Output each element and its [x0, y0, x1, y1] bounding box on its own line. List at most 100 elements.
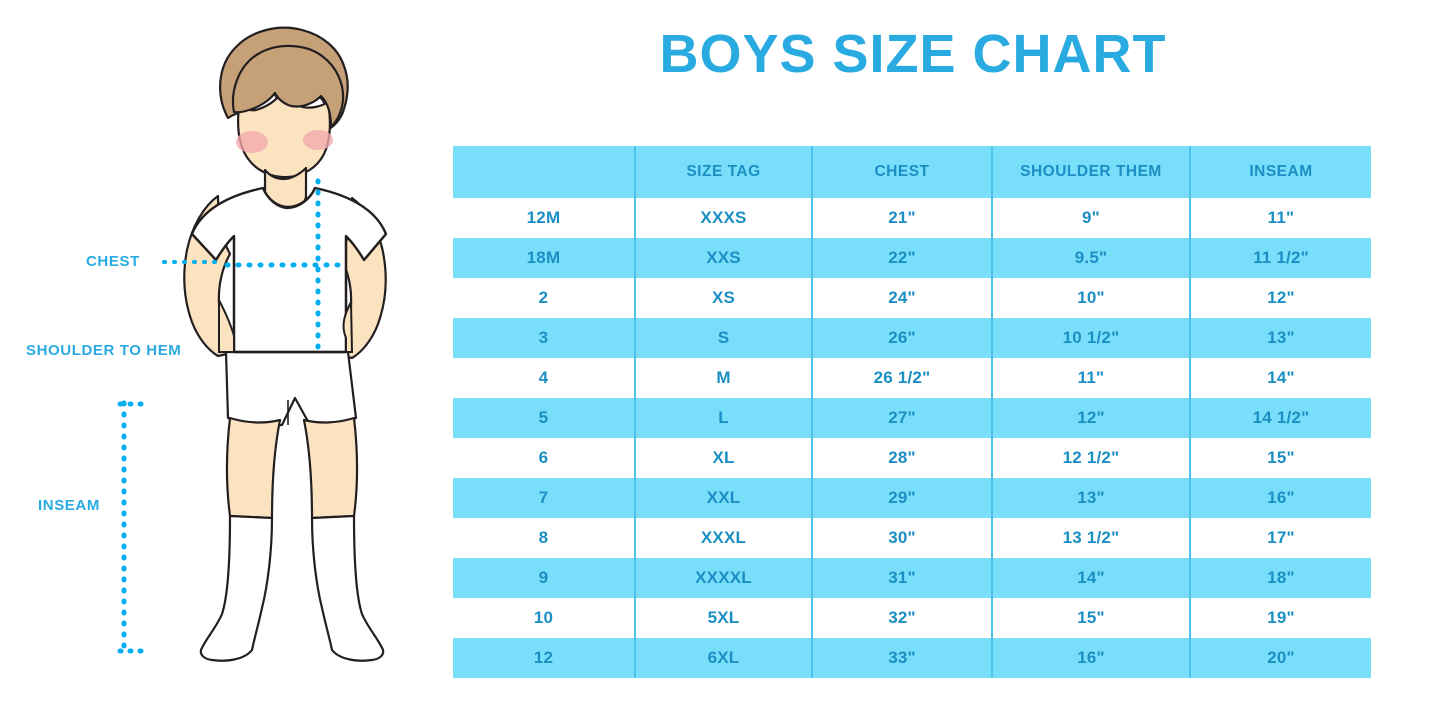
shoulder-to-hem-measure-label: SHOULDER TO HEM — [26, 342, 182, 359]
table-cell: 18M — [453, 238, 636, 278]
table-cell: 13" — [1190, 318, 1371, 358]
table-row: 7 XXL 29" 13" 16" — [453, 478, 1371, 518]
column-header-shoulder-them: SHOULDER THEM — [992, 146, 1191, 198]
table-cell: 27" — [812, 398, 993, 438]
table-cell: 17" — [1190, 518, 1371, 558]
table-row: 12M XXXS 21" 9" 11" — [453, 198, 1371, 238]
column-header-chest: CHEST — [812, 146, 993, 198]
table-cell: 26" — [812, 318, 993, 358]
table-cell: 12M — [453, 198, 636, 238]
table-cell: 33" — [812, 638, 993, 678]
table-cell: 13" — [992, 478, 1191, 518]
table-cell: 16" — [1190, 478, 1371, 518]
table-cell: 30" — [812, 518, 993, 558]
table-cell: 12" — [992, 398, 1191, 438]
table-cell: S — [635, 318, 813, 358]
blush-left-icon — [236, 131, 268, 153]
table-cell: 11" — [1190, 198, 1371, 238]
column-header-size-tag: SIZE TAG — [635, 146, 813, 198]
table-cell: XXXXL — [635, 558, 813, 598]
size-chart-table: SIZE TAG CHEST SHOULDER THEM INSEAM 12M XXXS… — [453, 146, 1371, 678]
chest-measure-label: CHEST — [86, 253, 140, 270]
boy-figure-illustration: CHEST SHOULDER TO HEM INSEAM — [0, 0, 440, 723]
table-cell: 5 — [453, 398, 636, 438]
table-cell: 12" — [1190, 278, 1371, 318]
table-row: 10 5XL 32" 15" 19" — [453, 598, 1371, 638]
table-cell: 21" — [812, 198, 993, 238]
table-cell: 11 1/2" — [1190, 238, 1371, 278]
table-cell: XS — [635, 278, 813, 318]
left-sock-shape — [199, 514, 274, 662]
table-cell: L — [635, 398, 813, 438]
table-cell: 14" — [1190, 358, 1371, 398]
table-row: 2 XS 24" 10" 12" — [453, 278, 1371, 318]
table-row: 5 L 27" 12" 14 1/2" — [453, 398, 1371, 438]
table-cell: 5XL — [635, 598, 813, 638]
table-cell: 10 — [453, 598, 636, 638]
size-chart-table-container: SIZE TAG CHEST SHOULDER THEM INSEAM 12M XXXS… — [453, 146, 1371, 678]
table-cell: 24" — [812, 278, 993, 318]
table-cell: 15" — [992, 598, 1191, 638]
left-sleeve-hem-line — [191, 233, 217, 261]
table-row: 6 XL 28" 12 1/2" 15" — [453, 438, 1371, 478]
table-cell: 22" — [812, 238, 993, 278]
column-header-inseam: INSEAM — [1190, 146, 1371, 198]
table-cell: XXXS — [635, 198, 813, 238]
blush-right-icon — [303, 130, 333, 150]
table-header: SIZE TAG CHEST SHOULDER THEM INSEAM — [453, 146, 1371, 198]
table-header-row: SIZE TAG CHEST SHOULDER THEM INSEAM — [453, 146, 1371, 198]
table-cell: 10" — [992, 278, 1191, 318]
table-cell: 32" — [812, 598, 993, 638]
table-cell: 10 1/2" — [992, 318, 1191, 358]
table-cell: XXL — [635, 478, 813, 518]
table-row: 9 XXXXL 31" 14" 18" — [453, 558, 1371, 598]
table-cell: 31" — [812, 558, 993, 598]
table-cell: XXS — [635, 238, 813, 278]
table-cell: 26 1/2" — [812, 358, 993, 398]
left-thigh-shape — [225, 416, 282, 520]
right-sock-shape — [310, 514, 385, 662]
table-cell: 9" — [992, 198, 1191, 238]
table-cell: 15" — [1190, 438, 1371, 478]
table-row: 12 6XL 33" 16" 20" — [453, 638, 1371, 678]
hair-fringe-shape — [232, 44, 345, 129]
table-cell: 18" — [1190, 558, 1371, 598]
table-cell: 12 1/2" — [992, 438, 1191, 478]
right-hand-shape — [342, 301, 354, 353]
table-cell: 28" — [812, 438, 993, 478]
table-cell: XL — [635, 438, 813, 478]
right-sleeve-hem-line — [363, 233, 387, 261]
table-cell: 6 — [453, 438, 636, 478]
table-cell: 3 — [453, 318, 636, 358]
left-hand-shape — [218, 299, 235, 353]
table-body: 12M XXXS 21" 9" 11" 18M XXS 22" 9.5" 11 1/2" 2 XS 24… — [453, 198, 1371, 678]
table-cell: 20" — [1190, 638, 1371, 678]
table-cell: 12 — [453, 638, 636, 678]
table-cell: 19" — [1190, 598, 1371, 638]
table-cell: M — [635, 358, 813, 398]
table-cell: XXXL — [635, 518, 813, 558]
boy-figure-svg — [117, 26, 388, 662]
table-cell: 14 1/2" — [1190, 398, 1371, 438]
table-row: 4 M 26 1/2" 11" 14" — [453, 358, 1371, 398]
right-thigh-shape — [302, 416, 359, 520]
inseam-measure-label: INSEAM — [38, 497, 100, 514]
column-header-age — [453, 146, 636, 198]
page-title: BOYS SIZE CHART — [659, 24, 1167, 84]
table-cell: 29" — [812, 478, 993, 518]
table-cell: 7 — [453, 478, 636, 518]
table-cell: 9 — [453, 558, 636, 598]
table-cell: 2 — [453, 278, 636, 318]
table-cell: 14" — [992, 558, 1191, 598]
table-row: 18M XXS 22" 9.5" 11 1/2" — [453, 238, 1371, 278]
tshirt-collar-line — [261, 187, 317, 210]
table-cell: 4 — [453, 358, 636, 398]
table-cell: 16" — [992, 638, 1191, 678]
table-row: 8 XXXL 30" 13 1/2" 17" — [453, 518, 1371, 558]
table-cell: 13 1/2" — [992, 518, 1191, 558]
table-row: 3 S 26" 10 1/2" 13" — [453, 318, 1371, 358]
shorts-shape — [224, 350, 358, 427]
table-cell: 8 — [453, 518, 636, 558]
table-cell: 11" — [992, 358, 1191, 398]
